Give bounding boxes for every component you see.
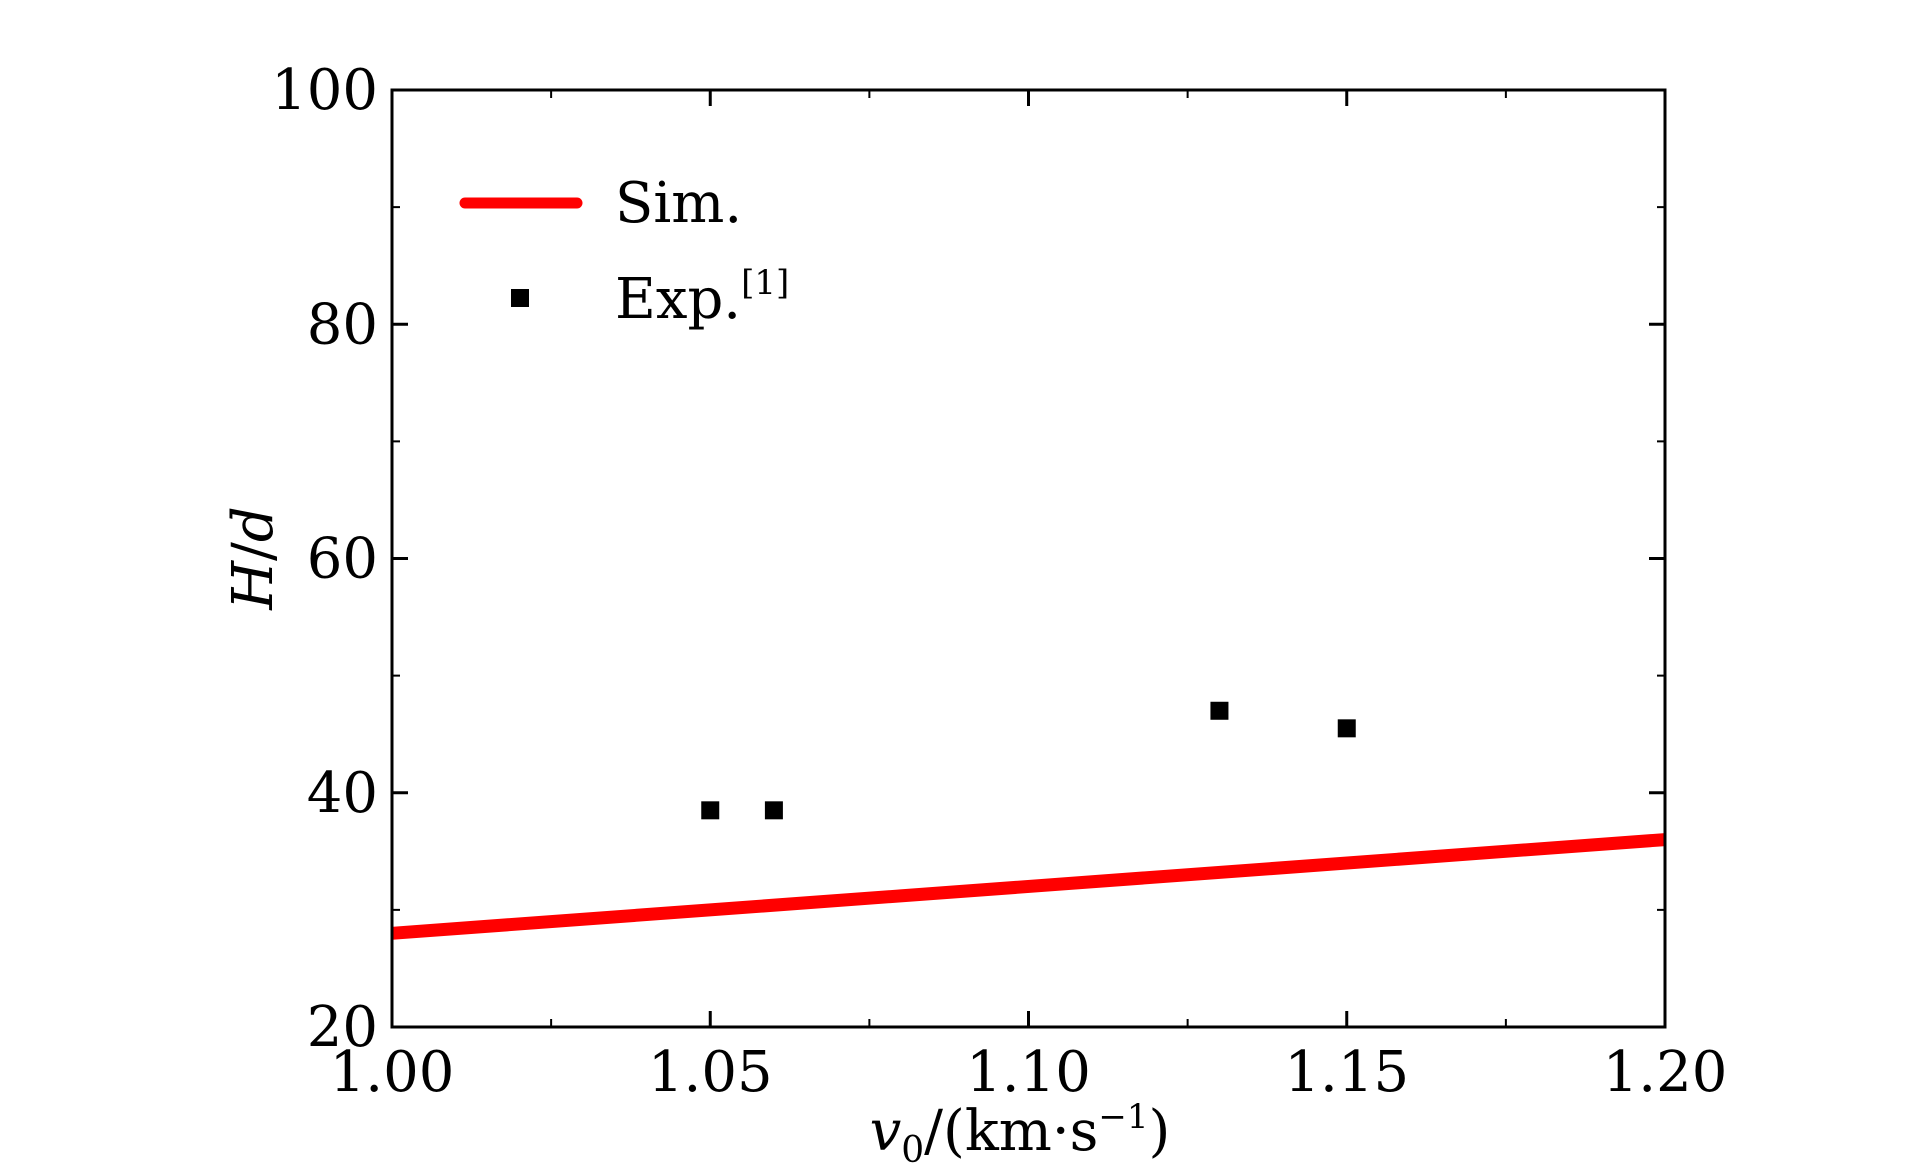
y-tick-labels: 20 40 60 80 100 — [271, 58, 378, 1060]
exp-point — [1210, 701, 1229, 720]
legend-exp-name: Exp. — [615, 267, 741, 332]
exp-point — [701, 801, 720, 820]
y-tick-label: 100 — [271, 58, 378, 123]
x-tick-label: 1.15 — [1284, 1040, 1409, 1105]
ticks-layer — [390, 88, 1667, 1029]
y-axis-label: H/d — [221, 506, 286, 611]
x-axis-var: v — [870, 1099, 902, 1164]
legend: Sim. Exp.[1] — [459, 171, 789, 332]
x-tick-label: 1.10 — [966, 1040, 1091, 1105]
y-tick-label: 60 — [307, 527, 378, 592]
x-axis-label: v0/(km·s−1) — [870, 1097, 1171, 1169]
y-tick-label: 80 — [307, 292, 378, 357]
exp-point — [1337, 719, 1356, 738]
legend-exp-label: Exp.[1] — [615, 263, 789, 332]
x-axis-unit-sup: −1 — [1098, 1097, 1148, 1137]
sim-line — [391, 833, 1666, 940]
x-tick-label: 1.00 — [330, 1040, 455, 1105]
x-tick-labels: 1.00 1.05 1.10 1.15 1.20 — [330, 1040, 1728, 1105]
legend-sim-label: Sim. — [615, 171, 742, 236]
x-tick-label: 1.05 — [648, 1040, 773, 1105]
legend-exp-swatch — [511, 289, 529, 307]
x-axis-sub: 0 — [901, 1130, 924, 1169]
x-tick-label: 1.20 — [1603, 1040, 1728, 1105]
y-axis-sep: / — [221, 542, 286, 561]
plot-area — [390, 88, 1667, 1029]
y-tick-label: 20 — [307, 995, 378, 1060]
y-axis-var2: d — [221, 506, 286, 542]
legend-exp-sup: [1] — [741, 263, 789, 303]
x-axis-unit-close: ) — [1149, 1099, 1171, 1164]
exp-point — [764, 801, 783, 820]
y-axis-var1: H — [221, 560, 286, 611]
x-axis-unit-open: /(km·s — [924, 1099, 1098, 1164]
y-tick-label: 40 — [307, 761, 378, 826]
series-layer — [391, 701, 1666, 940]
